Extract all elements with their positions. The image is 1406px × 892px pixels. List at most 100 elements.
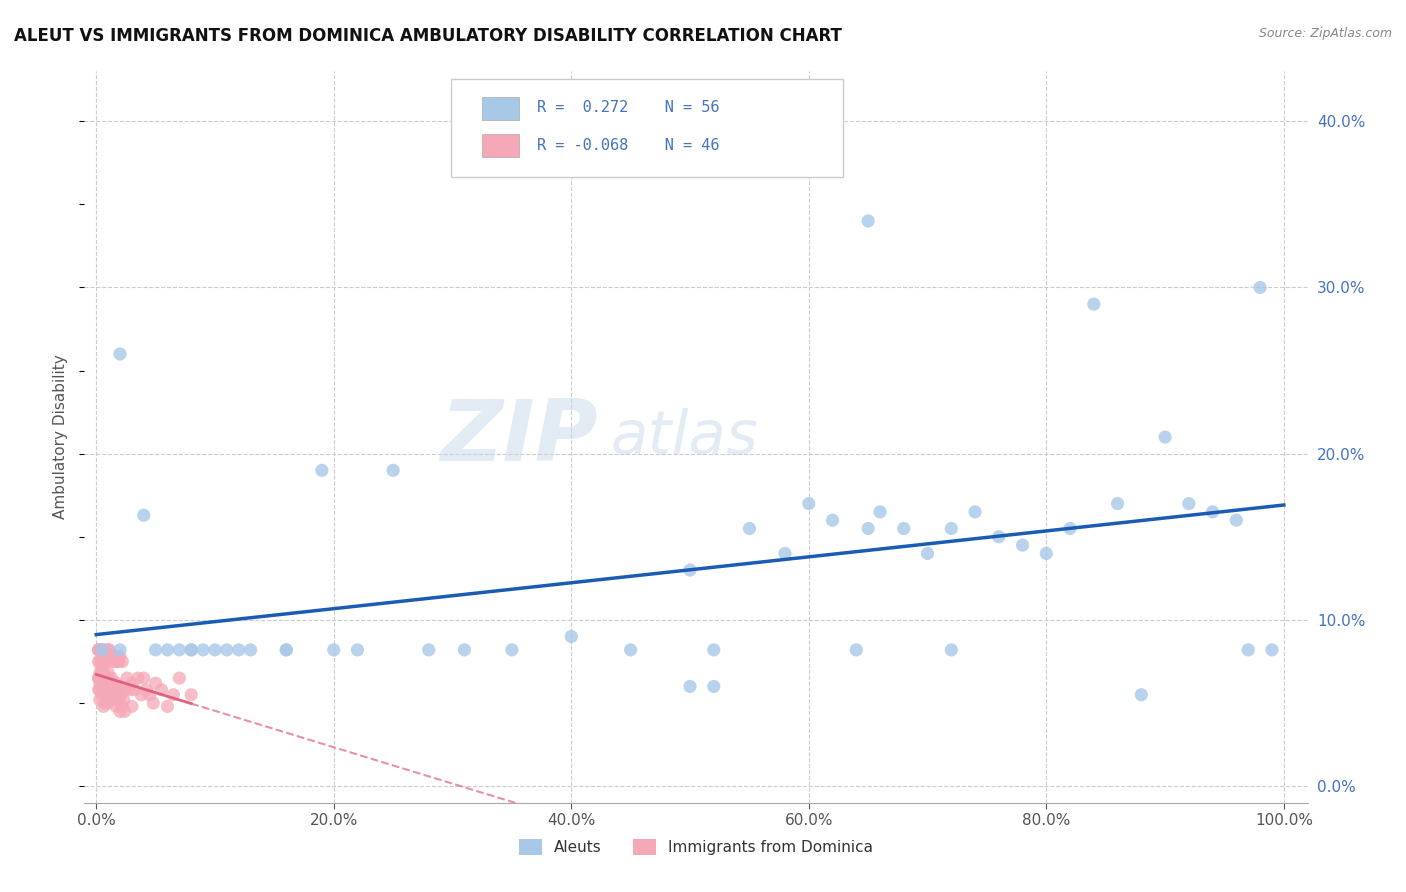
Point [1107, 497, 1129, 511]
Point [107, 688, 129, 702]
Point [90, 655, 112, 669]
Point [121, 699, 143, 714]
Point [856, 214, 879, 228]
Point [620, 643, 643, 657]
Point [91, 671, 114, 685]
Point [1011, 538, 1033, 552]
Point [87, 671, 110, 685]
Point [122, 682, 145, 697]
Point [142, 696, 165, 710]
Point [103, 655, 125, 669]
Point [97, 671, 120, 685]
Point [98, 643, 121, 657]
Point [132, 508, 155, 523]
Point [1059, 521, 1081, 535]
Point [93, 696, 115, 710]
Point [1201, 505, 1223, 519]
Point [169, 643, 191, 657]
FancyBboxPatch shape [451, 78, 842, 178]
Point [169, 671, 191, 685]
Point [893, 521, 915, 535]
Point [101, 682, 124, 697]
Point [87, 643, 110, 657]
Legend: Aleuts, Immigrants from Dominica: Aleuts, Immigrants from Dominica [513, 833, 879, 861]
Point [869, 505, 891, 519]
Point [180, 688, 202, 702]
Point [679, 680, 702, 694]
FancyBboxPatch shape [482, 134, 519, 157]
Point [135, 682, 157, 697]
Point [1237, 643, 1260, 657]
Text: ALEUT VS IMMIGRANTS FROM DOMINICA AMBULATORY DISABILITY CORRELATION CHART: ALEUT VS IMMIGRANTS FROM DOMINICA AMBULA… [14, 27, 842, 45]
Point [93, 699, 115, 714]
Point [821, 513, 844, 527]
Point [100, 676, 122, 690]
Point [963, 505, 986, 519]
Point [91, 671, 114, 685]
Text: Source: ZipAtlas.com: Source: ZipAtlas.com [1258, 27, 1392, 40]
Point [105, 699, 128, 714]
Text: atlas: atlas [610, 408, 758, 467]
Point [103, 680, 125, 694]
Point [89, 682, 111, 697]
Point [1249, 280, 1271, 294]
Point [100, 655, 122, 669]
Point [856, 521, 879, 535]
Point [215, 643, 238, 657]
Point [845, 643, 868, 657]
Point [110, 688, 132, 702]
Point [276, 643, 298, 657]
Point [115, 671, 138, 685]
Point [773, 546, 796, 560]
Point [738, 521, 761, 535]
Text: R =  0.272    N = 56: R = 0.272 N = 56 [537, 100, 720, 115]
Point [91, 643, 114, 657]
Point [97, 643, 120, 657]
Text: R = -0.068    N = 46: R = -0.068 N = 46 [537, 137, 720, 153]
Point [118, 682, 141, 697]
Point [239, 643, 262, 657]
Point [91, 680, 114, 694]
Point [276, 643, 298, 657]
Point [114, 682, 136, 697]
Point [191, 643, 214, 657]
Point [679, 563, 702, 577]
Point [101, 692, 124, 706]
Point [917, 546, 939, 560]
Point [1035, 546, 1057, 560]
Point [987, 530, 1010, 544]
Point [111, 655, 134, 669]
Point [418, 643, 440, 657]
Point [703, 643, 725, 657]
Point [132, 671, 155, 685]
Point [87, 655, 110, 669]
Point [1178, 497, 1201, 511]
Point [1130, 688, 1153, 702]
Point [228, 643, 250, 657]
Point [90, 659, 112, 673]
Point [100, 671, 122, 685]
Point [87, 643, 110, 657]
Point [501, 643, 523, 657]
Point [97, 666, 120, 681]
Point [96, 688, 118, 702]
Point [131, 688, 153, 702]
Point [100, 688, 122, 702]
Point [121, 676, 143, 690]
FancyBboxPatch shape [482, 97, 519, 120]
Point [382, 463, 405, 477]
Point [87, 671, 110, 685]
Point [941, 521, 963, 535]
Point [91, 688, 114, 702]
Point [91, 643, 114, 657]
Point [204, 643, 226, 657]
Point [100, 649, 122, 664]
Point [180, 643, 202, 657]
Point [94, 680, 117, 694]
Point [150, 682, 173, 697]
Point [346, 643, 368, 657]
Point [112, 692, 135, 706]
Point [93, 655, 115, 669]
Point [145, 676, 167, 690]
Point [114, 705, 136, 719]
